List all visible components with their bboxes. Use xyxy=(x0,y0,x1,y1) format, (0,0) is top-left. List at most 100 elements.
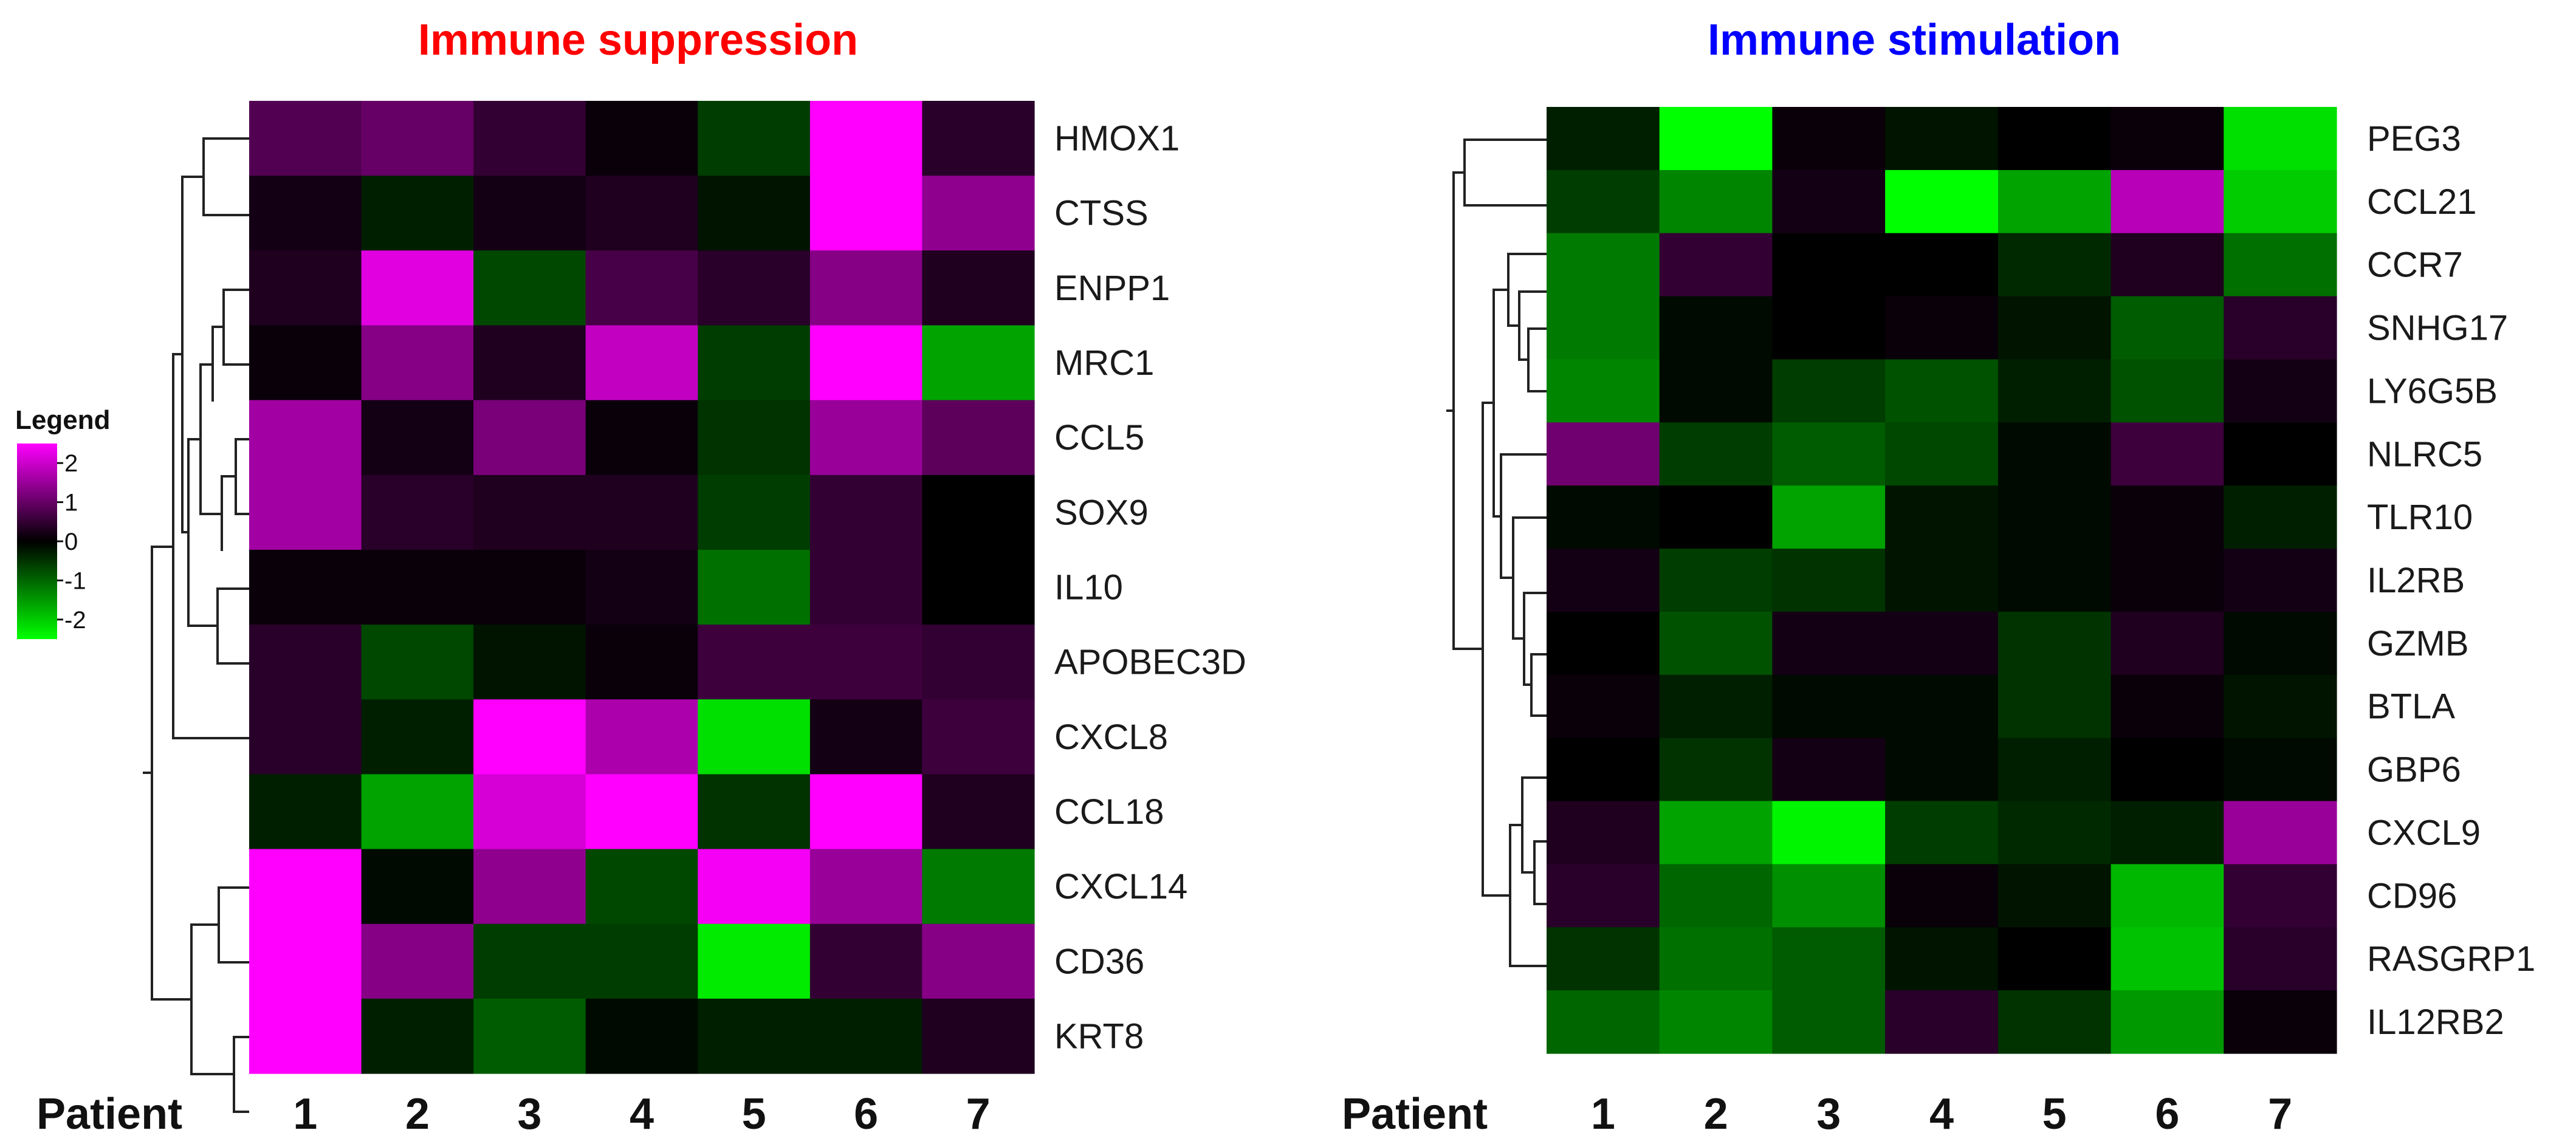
heatmap-cell-il12rb2-patient-7 xyxy=(2224,990,2337,1054)
heatmap-cell-ccl18-patient-2 xyxy=(361,774,474,850)
heatmap-cell-ccr7-patient-6 xyxy=(2111,233,2224,297)
heatmap-cell-krt8-patient-3 xyxy=(473,998,586,1074)
heatmap-cell-nlrc5-patient-5 xyxy=(1997,422,2112,486)
heatmap-cell-il10-patient-5 xyxy=(698,549,811,625)
heatmap-cell-snhg17-patient-4 xyxy=(1885,296,1999,360)
immune-stimulation-title: Immune stimulation xyxy=(1708,16,2121,64)
heatmap-cell-nlrc5-patient-6 xyxy=(2111,422,2224,486)
heatmap-cell-mrc1-patient-2 xyxy=(361,325,474,401)
heatmap-cell-cxcl8-patient-2 xyxy=(361,699,474,775)
heatmap-cell-il10-patient-1 xyxy=(249,549,362,625)
heatmap-cell-il2rb-patient-7 xyxy=(2224,549,2337,612)
heatmap-cell-snhg17-patient-3 xyxy=(1772,296,1886,360)
heatmap-cell-tlr10-patient-5 xyxy=(1997,485,2112,549)
heatmap-cell-ccl21-patient-3 xyxy=(1772,169,1886,234)
row-label-hmox1: HMOX1 xyxy=(1054,119,1180,159)
heatmap-cell-il2rb-patient-2 xyxy=(1659,549,1773,612)
heatmap-cell-cd96-patient-4 xyxy=(1885,864,1999,928)
heatmap-cell-gbp6-patient-5 xyxy=(1997,738,2112,802)
column-label-patient-3: 3 xyxy=(1816,1090,1841,1138)
row-label-ctss: CTSS xyxy=(1054,194,1149,233)
column-label-patient-7: 7 xyxy=(966,1090,991,1138)
column-label-patient-1: 1 xyxy=(293,1090,317,1138)
heatmap-cell-ccl21-patient-7 xyxy=(2224,169,2337,234)
heatmap-cell-ccl21-patient-1 xyxy=(1547,169,1660,234)
column-label-patient-4: 4 xyxy=(630,1090,654,1138)
heatmap-cell-ccr7-patient-5 xyxy=(1997,233,2112,297)
heatmap-cell-cxcl14-patient-3 xyxy=(473,849,586,925)
heatmap-cell-ccl21-patient-6 xyxy=(2111,169,2224,234)
heatmap-cell-tlr10-patient-4 xyxy=(1885,485,1999,549)
row-label-tlr10: TLR10 xyxy=(2367,498,2473,537)
immune-suppression-title: Immune suppression xyxy=(418,16,858,64)
heatmap-cell-gbp6-patient-7 xyxy=(2224,738,2337,802)
row-label-nlrc5: NLRC5 xyxy=(2367,434,2482,474)
heatmap-cell-cd96-patient-5 xyxy=(1997,864,2112,928)
heatmap-cell-cxcl8-patient-3 xyxy=(473,699,586,775)
heatmap-cell-enpp1-patient-4 xyxy=(585,250,698,326)
heatmap-cell-mrc1-patient-4 xyxy=(585,325,698,401)
heatmap-cell-tlr10-patient-3 xyxy=(1772,485,1886,549)
heatmap-cell-peg3-patient-6 xyxy=(2111,107,2224,171)
heatmap-cell-snhg17-patient-2 xyxy=(1659,296,1773,360)
row-label-krt8: KRT8 xyxy=(1054,1016,1144,1056)
heatmap-cell-ccr7-patient-7 xyxy=(2224,233,2337,297)
heatmap-cell-cd96-patient-7 xyxy=(2224,864,2337,928)
row-label-ccl21: CCL21 xyxy=(2367,182,2477,222)
heatmap-cell-apobec3d-patient-1 xyxy=(249,625,362,700)
heatmap-cell-btla-patient-4 xyxy=(1885,674,1999,739)
column-label-patient-5: 5 xyxy=(2042,1090,2067,1138)
column-label-patient-1: 1 xyxy=(1591,1090,1615,1138)
row-label-cd36: CD36 xyxy=(1054,942,1144,981)
heatmap-cell-tlr10-patient-6 xyxy=(2111,485,2224,549)
legend-tick-label: -2 xyxy=(64,607,86,634)
heatmap-cell-gzmb-patient-7 xyxy=(2224,611,2337,676)
heatmap-cell-ccl18-patient-1 xyxy=(249,774,362,850)
heatmap-cell-ccl18-patient-6 xyxy=(809,774,923,850)
heatmap-cell-mrc1-patient-7 xyxy=(922,325,1035,401)
heatmap-cell-il12rb2-patient-2 xyxy=(1659,990,1773,1054)
immune-stimulation-panel: Immune stimulation PEG3 CCL21 CCR7 SNHG17 LY… xyxy=(1342,16,2535,1138)
heatmap-cell-ccl5-patient-2 xyxy=(361,400,474,476)
heatmap-cell-hmox1-patient-4 xyxy=(585,101,698,176)
heatmap-cell-hmox1-patient-1 xyxy=(249,101,362,176)
heatmap-cell-ccl18-patient-5 xyxy=(698,774,811,850)
heatmap-cell-rasgrp1-patient-5 xyxy=(1997,927,2112,991)
heatmap-cell-tlr10-patient-2 xyxy=(1659,485,1773,549)
heatmap-cell-rasgrp1-patient-3 xyxy=(1772,927,1886,991)
heatmap-cell-ly6g5b-patient-1 xyxy=(1547,359,1660,423)
heatmap-cell-enpp1-patient-2 xyxy=(361,250,474,326)
heatmap-cell-ly6g5b-patient-3 xyxy=(1772,359,1886,423)
row-label-ccr7: CCR7 xyxy=(2367,245,2463,285)
heatmap-cell-il10-patient-6 xyxy=(809,549,923,625)
heatmap-cell-ccr7-patient-2 xyxy=(1659,233,1773,297)
heatmap-cell-ccr7-patient-1 xyxy=(1547,233,1660,297)
heatmap-cell-cxcl9-patient-2 xyxy=(1659,801,1773,865)
heatmap-cell-cxcl14-patient-2 xyxy=(361,849,474,925)
heatmap-cell-ccr7-patient-3 xyxy=(1772,233,1886,297)
row-label-gbp6: GBP6 xyxy=(2367,750,2461,790)
immune-suppression-xlabel: Patient xyxy=(36,1090,182,1138)
heatmap-cell-cd36-patient-1 xyxy=(249,923,362,999)
heatmap-cell-ly6g5b-patient-5 xyxy=(1997,359,2112,423)
immune-suppression-row-labels: HMOX1 CTSS ENPP1 MRC1 CCL5 SOX9 IL10 APOBEC3D CX… xyxy=(1054,119,1246,1056)
heatmap-cell-cxcl14-patient-1 xyxy=(249,849,362,925)
heatmap-cell-krt8-patient-2 xyxy=(361,998,474,1074)
heatmap-cell-gzmb-patient-1 xyxy=(1547,611,1660,676)
heatmap-cell-nlrc5-patient-7 xyxy=(2224,422,2337,486)
heatmap-cell-ccl21-patient-4 xyxy=(1885,169,1999,234)
heatmap-cell-rasgrp1-patient-1 xyxy=(1547,927,1660,991)
heatmap-cell-btla-patient-2 xyxy=(1659,674,1773,739)
heatmap-cell-ccl5-patient-6 xyxy=(809,400,923,476)
heatmap-cell-ccr7-patient-4 xyxy=(1885,233,1999,297)
heatmap-cell-gzmb-patient-2 xyxy=(1659,611,1773,676)
heatmap-cell-hmox1-patient-7 xyxy=(922,101,1035,176)
heatmap-cell-cd96-patient-1 xyxy=(1547,864,1660,928)
column-label-patient-4: 4 xyxy=(1929,1090,1954,1138)
heatmap-cell-cxcl9-patient-6 xyxy=(2111,801,2224,865)
row-label-apobec3d: APOBEC3D xyxy=(1054,643,1246,682)
heatmap-cell-gzmb-patient-6 xyxy=(2111,611,2224,676)
heatmap-cell-enpp1-patient-5 xyxy=(698,250,811,326)
column-label-patient-7: 7 xyxy=(2268,1090,2292,1138)
heatmap-cell-ctss-patient-1 xyxy=(249,176,362,251)
